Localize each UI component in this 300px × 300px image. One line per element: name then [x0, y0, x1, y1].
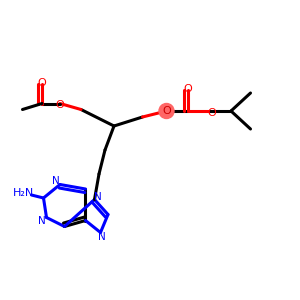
Text: N: N — [52, 176, 59, 187]
Text: N: N — [94, 191, 101, 202]
Text: H₂N: H₂N — [14, 188, 34, 199]
Text: O: O — [183, 83, 192, 94]
Text: N: N — [38, 215, 46, 226]
Text: O: O — [38, 77, 46, 88]
Circle shape — [159, 103, 174, 118]
Text: N: N — [98, 232, 106, 242]
Text: O: O — [207, 107, 216, 118]
Text: O: O — [162, 106, 171, 116]
Text: O: O — [56, 100, 64, 110]
